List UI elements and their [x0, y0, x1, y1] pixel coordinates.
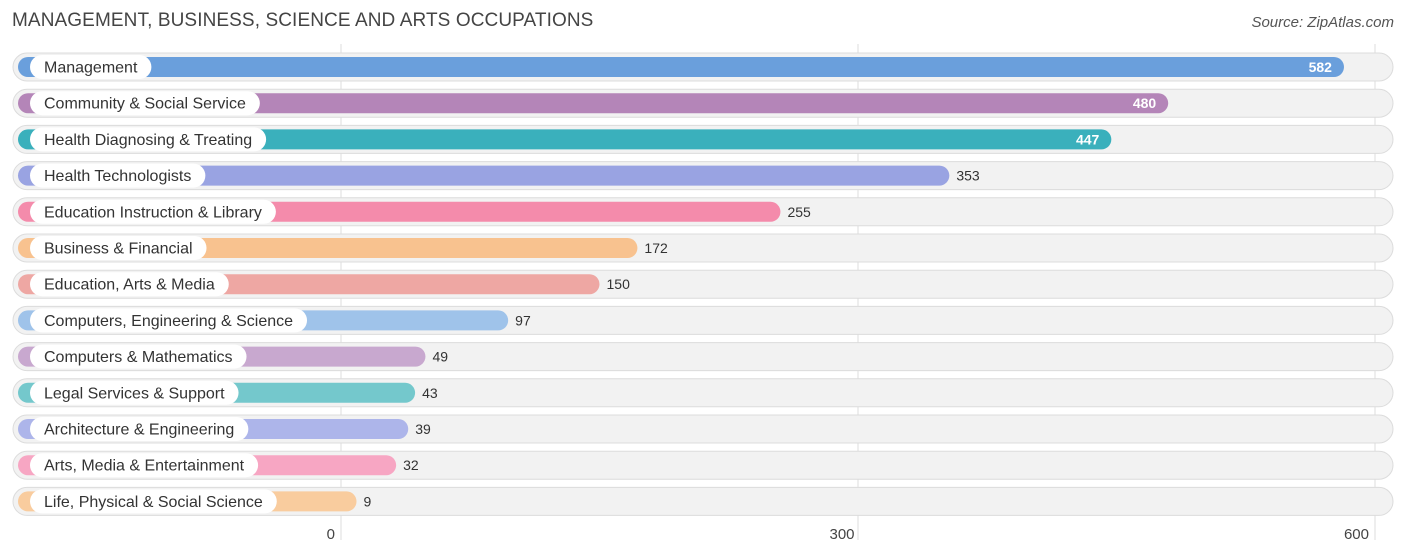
category-label: Management: [44, 60, 138, 77]
category-label-pill: [30, 55, 152, 79]
value-label: 480: [1133, 95, 1157, 111]
bar-row: Health Technologists 353: [12, 161, 1394, 191]
category-label: Arts, Media & Entertainment: [44, 458, 245, 475]
category-label: Legal Services & Support: [44, 385, 225, 402]
bar-row: Community & Social Service 480: [12, 88, 1394, 118]
bar: [18, 93, 1169, 114]
value-label: 150: [607, 276, 631, 292]
category-label-pill: [30, 91, 260, 116]
value-label: 255: [787, 204, 811, 220]
category-label: Computers & Mathematics: [44, 349, 233, 366]
category-label: Life, Physical & Social Science: [44, 494, 263, 511]
x-tick-label: 0: [327, 526, 335, 543]
value-label: 97: [515, 312, 531, 328]
category-label: Health Technologists: [44, 168, 191, 185]
category-label-pill: [30, 236, 207, 260]
value-label: 447: [1076, 131, 1100, 147]
bar-row: Computers, Engineering & Science 97: [12, 305, 1394, 335]
bar-row: Life, Physical & Social Science 9: [12, 486, 1394, 516]
category-label: Community & Social Service: [44, 96, 246, 113]
bar: [18, 129, 1112, 150]
value-label: 353: [956, 168, 980, 184]
category-label-pill: [30, 308, 308, 333]
bar-row: Arts, Media & Entertainment 32: [12, 450, 1394, 480]
value-label: 49: [432, 349, 448, 365]
category-label: Education Instruction & Library: [44, 204, 262, 221]
x-tick-label: 600: [1344, 526, 1369, 543]
category-label: Education, Arts & Media: [44, 277, 215, 294]
value-label: 172: [644, 240, 668, 256]
category-label-pill: [30, 199, 276, 224]
category-label-pill: [30, 344, 247, 369]
value-label: 43: [422, 385, 438, 401]
source-label: Source: ZipAtlas.com: [1251, 14, 1394, 31]
category-label: Computers, Engineering & Science: [44, 313, 293, 330]
value-label: 39: [415, 421, 431, 437]
category-label: Health Diagnosing & Treating: [44, 132, 252, 149]
x-tick-label: 300: [829, 526, 854, 543]
category-label: Architecture & Engineering: [44, 422, 234, 439]
bar: [18, 57, 1344, 77]
category-label-pill: [30, 380, 239, 405]
category-label-pill: [30, 453, 259, 478]
bar-row: Education Instruction & Library 255: [12, 197, 1394, 227]
category-label-pill: [30, 417, 249, 441]
bar-track: [12, 486, 1394, 516]
value-label: 32: [403, 457, 419, 473]
category-label-pill: [30, 489, 277, 514]
bar: [18, 165, 950, 186]
value-label: 582: [1309, 59, 1333, 75]
category-label-pill: [30, 163, 206, 188]
bar-row: Business & Financial 172: [12, 233, 1394, 263]
category-label-pill: [30, 272, 229, 297]
category-label: Business & Financial: [44, 241, 193, 258]
chart-title: MANAGEMENT, BUSINESS, SCIENCE AND ARTS O…: [12, 10, 594, 31]
value-label: 9: [364, 493, 372, 509]
bar-row: Computers & Mathematics 49: [12, 342, 1394, 372]
bar-row: Management 582: [12, 52, 1394, 82]
bar-row: Legal Services & Support 43: [12, 378, 1394, 408]
bar-row: Education, Arts & Media 150: [12, 269, 1394, 299]
category-label-pill: [30, 127, 267, 152]
bar-row: Architecture & Engineering 39: [12, 414, 1394, 444]
bar-row: Health Diagnosing & Treating 447: [12, 124, 1394, 154]
